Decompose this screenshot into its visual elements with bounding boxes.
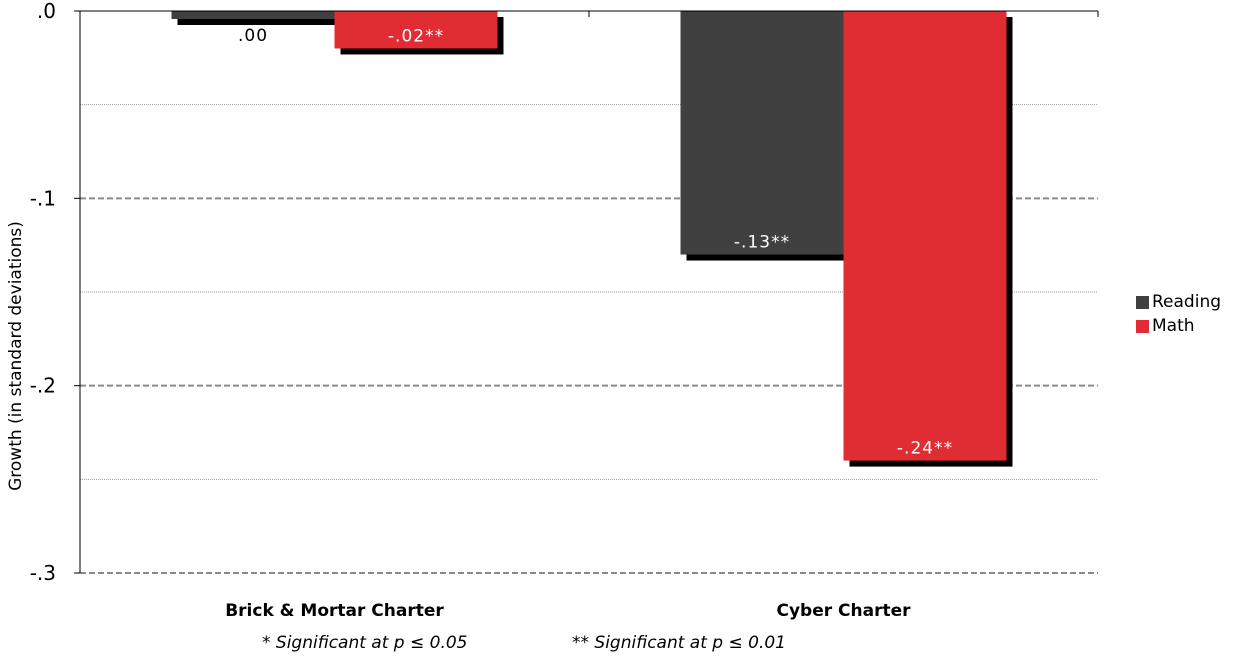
legend-swatch-math xyxy=(1136,319,1149,333)
y-tick-label: -.1 xyxy=(30,186,56,210)
category-label-1: Cyber Charter xyxy=(776,601,911,621)
bar-math-0 xyxy=(334,11,498,49)
y-axis-label: Growth (in standard deviations) xyxy=(6,221,26,491)
y-tick-label: -.3 xyxy=(30,561,56,585)
category-labels: Brick & Mortar Charter Cyber Charter xyxy=(225,601,911,621)
data-label-math-0: -.02** xyxy=(388,26,444,46)
y-tick-label: .0 xyxy=(37,0,56,23)
data-labels: .00 -.02** -.13** -.24** xyxy=(238,26,953,459)
bars xyxy=(171,11,1013,467)
footnote-significance-01: ** Significant at p ≤ 0.01 xyxy=(572,633,786,653)
legend-swatch-reading xyxy=(1136,295,1149,309)
legend-label-reading: Reading xyxy=(1152,292,1222,312)
legend-item-reading: Reading xyxy=(1136,290,1221,314)
legend-label-math: Math xyxy=(1152,316,1195,336)
category-label-0: Brick & Mortar Charter xyxy=(225,601,444,621)
footnote-significance-05: * Significant at p ≤ 0.05 xyxy=(262,633,468,653)
bar-reading-1 xyxy=(680,11,844,255)
data-label-reading-0: .00 xyxy=(238,26,268,46)
bar-shadow xyxy=(177,17,341,25)
data-label-math-1: -.24** xyxy=(897,439,953,459)
data-label-reading-1: -.13** xyxy=(734,233,790,253)
bar-reading-0 xyxy=(171,11,335,19)
legend-item-math: Math xyxy=(1136,314,1221,338)
legend: Reading Math xyxy=(1136,290,1221,338)
y-tick-labels: .0 -.1 -.2 -.3 xyxy=(30,0,56,585)
footnotes: * Significant at p ≤ 0.05 ** Significant… xyxy=(0,633,1238,657)
y-tick-label: -.2 xyxy=(30,374,56,398)
axes xyxy=(74,10,1099,574)
bar-math-1 xyxy=(843,11,1007,461)
